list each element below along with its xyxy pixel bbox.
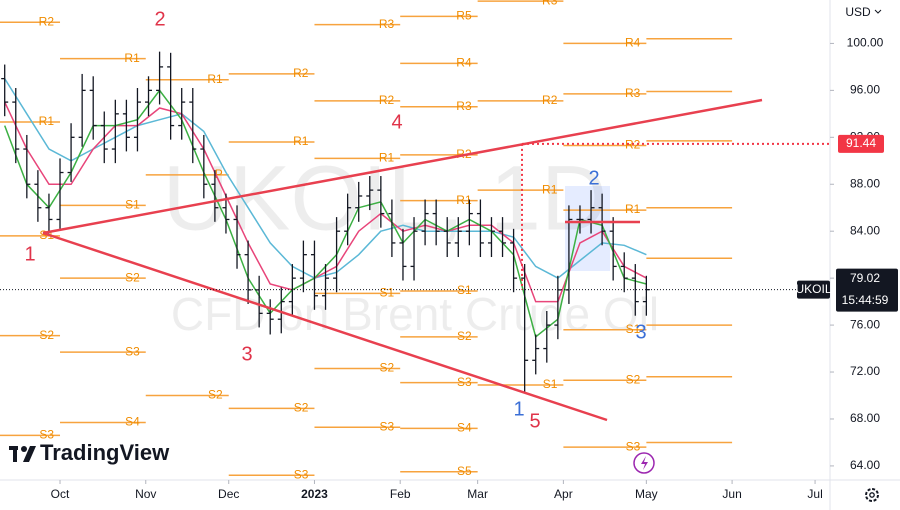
x-tick-label: Mar (467, 487, 488, 501)
pivot-label: R3 (379, 17, 395, 31)
x-tick-label: Feb (390, 487, 411, 501)
pivot-label: S5 (457, 464, 472, 478)
pivot-label: R2 (293, 66, 309, 80)
level-tag-label: 91.44 (846, 136, 876, 150)
pivot-label: R1 (625, 202, 641, 216)
pivot-label: P (215, 167, 223, 181)
pivot-label: R4 (456, 56, 472, 70)
settings-hub (869, 492, 875, 498)
pivot-label: R1 (39, 114, 55, 128)
y-tick-label: 96.00 (850, 83, 880, 97)
pivot-label: S2 (125, 270, 140, 284)
wave-label: 4 (391, 111, 402, 133)
level-tag (838, 134, 884, 153)
y-tick-label: 64.00 (850, 458, 880, 472)
pivot-label: S2 (39, 328, 54, 342)
pivot-label: S1 (125, 198, 140, 212)
price-axis (830, 0, 900, 510)
price-tag-time: 15:44:59 (842, 293, 889, 307)
pivot-label: R2 (379, 93, 395, 107)
pivot-label: R4 (625, 36, 641, 50)
pivot-label: S2 (457, 329, 472, 343)
pivot-label: S3 (294, 467, 309, 481)
alert-bolt (641, 456, 648, 470)
pivot-label: S1 (457, 283, 472, 297)
pivot-label: R1 (542, 182, 558, 196)
pivot-label: R3 (625, 86, 641, 100)
x-tick-label: Oct (51, 487, 70, 501)
trend-line (42, 98, 763, 235)
pivot-label: S3 (457, 375, 472, 389)
x-tick-label: 2023 (301, 487, 328, 501)
currency[interactable]: USD (845, 5, 871, 19)
pivot-label: S3 (39, 428, 54, 442)
wave-label: 1 (513, 398, 524, 420)
y-tick-label: 76.00 (850, 317, 880, 331)
wave-label: 3 (635, 321, 646, 343)
pivot-label: S2 (626, 372, 641, 386)
price-tag-value: 79.02 (850, 271, 880, 285)
x-tick-label: May (635, 487, 658, 501)
settings-gear[interactable] (865, 488, 879, 502)
currency-caret (874, 9, 882, 14)
wave-label: 2 (588, 167, 599, 189)
y-tick-label: 72.00 (850, 364, 880, 378)
x-tick-label: Apr (554, 487, 573, 501)
pivot-label: S4 (457, 421, 472, 435)
y-tick-label: 100.00 (847, 36, 884, 50)
pivot-label: R5 (456, 9, 472, 23)
wave-label: 3 (241, 343, 252, 365)
trend-line (42, 231, 608, 422)
y-tick-label: 88.00 (850, 176, 880, 190)
y-tick-label: 84.00 (850, 223, 880, 237)
wave-label: 2 (154, 8, 165, 30)
pivot-label: S3 (125, 344, 140, 358)
pivot-label: R3 (456, 99, 472, 113)
price-tag (836, 268, 898, 312)
logo-mark (21, 446, 27, 452)
y-tick-label: 68.00 (850, 411, 880, 425)
x-tick-label: Jul (807, 487, 822, 501)
wave-label: 1 (24, 243, 35, 265)
drawings (42, 98, 763, 422)
pivot-label: R2 (39, 14, 55, 28)
pivot-label: S1 (543, 377, 558, 391)
pivot-label: R3 (542, 0, 558, 7)
pivot-label: R1 (293, 134, 309, 148)
pivot-label: R1 (456, 193, 472, 207)
pivot-label: R1 (379, 151, 395, 165)
wave-label: 5 (529, 410, 540, 432)
logo-mark (23, 446, 36, 462)
logo-mark (13, 446, 17, 462)
symbol-tag-label: UKOIL (795, 282, 831, 296)
alert-circle[interactable] (633, 452, 655, 474)
x-tick-label: Dec (218, 487, 239, 501)
pivot-label: S4 (125, 415, 140, 429)
pivot-label: R1 (124, 51, 140, 65)
pivot-label: R1 (207, 72, 223, 86)
pivot-label: S2 (294, 401, 309, 415)
pivot-label: S1 (626, 322, 641, 336)
pivot-label: S3 (380, 419, 395, 433)
x-tick-label: Nov (135, 487, 156, 501)
pivot-label: S1 (380, 286, 395, 300)
pivot-label: S3 (626, 439, 641, 453)
brand: TradingView (40, 440, 170, 465)
logo: TradingView (9, 440, 170, 465)
alert-icon[interactable] (633, 452, 655, 474)
x-tick-label: Jun (722, 487, 741, 501)
pivot-label: S2 (380, 361, 395, 375)
pivot-label: S2 (208, 388, 223, 402)
settings[interactable] (865, 488, 879, 502)
watermark-description: CFD on Brent Crude Oil (171, 288, 659, 340)
symbol-tag (797, 280, 830, 299)
pivot-label: R2 (542, 93, 558, 107)
